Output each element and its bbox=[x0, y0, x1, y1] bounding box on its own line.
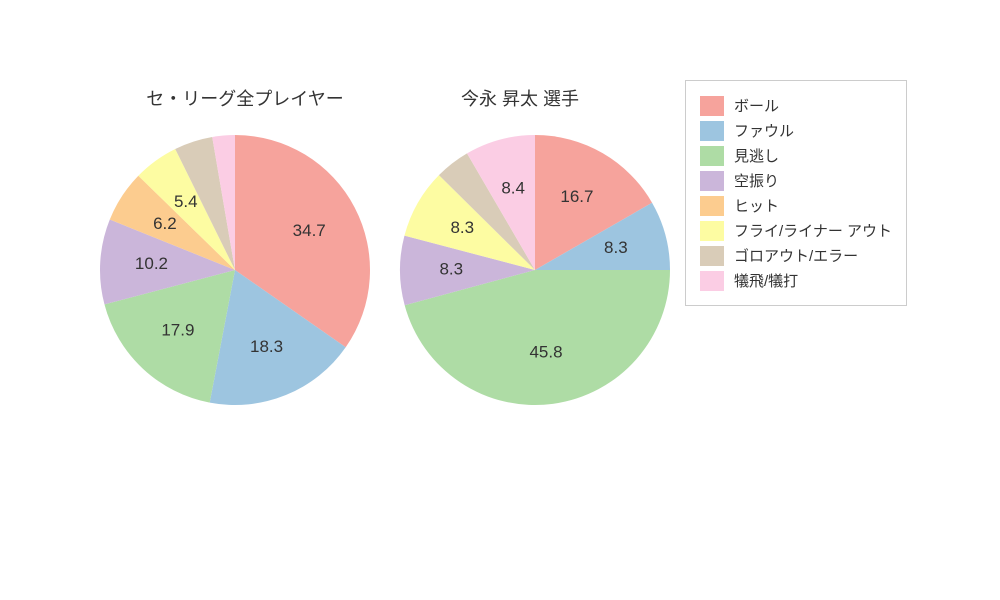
legend-item-swing: 空振り bbox=[700, 170, 892, 191]
player-label-look: 45.8 bbox=[529, 342, 562, 361]
pie-title-league: セ・リーグ全プレイヤー bbox=[95, 85, 395, 111]
legend-label-ball: ボール bbox=[734, 95, 779, 116]
league-label-ball: 34.7 bbox=[293, 221, 326, 240]
league-label-flyout: 5.4 bbox=[174, 192, 198, 211]
league-label-hit: 6.2 bbox=[153, 214, 177, 233]
league-label-foul: 18.3 bbox=[250, 337, 283, 356]
league-label-look: 17.9 bbox=[161, 321, 194, 340]
legend-swatch-ball bbox=[700, 96, 724, 116]
player-label-ball: 16.7 bbox=[560, 187, 593, 206]
legend-label-flyout: フライ/ライナー アウト bbox=[734, 220, 892, 241]
legend-item-look: 見逃し bbox=[700, 145, 892, 166]
chart-container: セ・リーグ全プレイヤー 今永 昇太 選手 34.7 18.3 17.9 10.2 6.2… bbox=[0, 0, 1000, 600]
legend-label-look: 見逃し bbox=[734, 145, 779, 166]
legend-label-swing: 空振り bbox=[734, 170, 779, 191]
legend: ボールファウル見逃し空振りヒットフライ/ライナー アウトゴロアウト/エラー犠飛/… bbox=[685, 80, 907, 306]
pie-chart-league: 34.7 18.3 17.9 10.2 6.2 5.4 bbox=[95, 130, 375, 415]
player-label-foul: 8.3 bbox=[604, 238, 628, 257]
player-label-swing: 8.3 bbox=[439, 260, 463, 279]
legend-swatch-sac bbox=[700, 271, 724, 291]
legend-swatch-look bbox=[700, 146, 724, 166]
legend-item-hit: ヒット bbox=[700, 195, 892, 216]
pie-chart-player: 16.7 8.3 45.8 8.3 8.3 8.4 bbox=[395, 130, 675, 415]
player-label-flyout: 8.3 bbox=[450, 218, 474, 237]
league-label-swing: 10.2 bbox=[135, 254, 168, 273]
legend-item-flyout: フライ/ライナー アウト bbox=[700, 220, 892, 241]
legend-swatch-swing bbox=[700, 171, 724, 191]
legend-label-hit: ヒット bbox=[734, 195, 779, 216]
legend-item-ball: ボール bbox=[700, 95, 892, 116]
legend-label-foul: ファウル bbox=[734, 120, 794, 141]
player-label-sac: 8.4 bbox=[501, 179, 525, 198]
pie-title-player: 今永 昇太 選手 bbox=[370, 85, 670, 111]
legend-item-sac: 犠飛/犠打 bbox=[700, 270, 892, 291]
legend-swatch-foul bbox=[700, 121, 724, 141]
legend-item-groundout: ゴロアウト/エラー bbox=[700, 245, 892, 266]
legend-swatch-hit bbox=[700, 196, 724, 216]
legend-swatch-flyout bbox=[700, 221, 724, 241]
legend-label-sac: 犠飛/犠打 bbox=[734, 270, 798, 291]
legend-label-groundout: ゴロアウト/エラー bbox=[734, 245, 858, 266]
legend-swatch-groundout bbox=[700, 246, 724, 266]
legend-item-foul: ファウル bbox=[700, 120, 892, 141]
